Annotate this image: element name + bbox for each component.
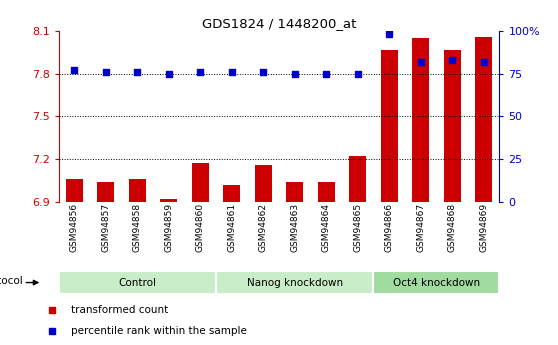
Text: protocol: protocol — [0, 276, 22, 286]
Point — [165, 71, 174, 77]
Bar — [373, 271, 499, 294]
Bar — [349, 156, 367, 202]
Point — [479, 59, 488, 65]
Point — [196, 69, 205, 75]
Point — [290, 71, 299, 77]
Text: Oct4 knockdown: Oct4 knockdown — [393, 278, 480, 287]
Bar — [318, 182, 335, 202]
Bar — [191, 164, 209, 202]
Point — [416, 59, 425, 65]
Bar — [223, 185, 240, 202]
Text: Control: Control — [118, 278, 156, 287]
Point — [322, 71, 331, 77]
Bar — [412, 38, 429, 202]
Bar — [286, 182, 304, 202]
Bar — [129, 179, 146, 202]
Bar — [475, 37, 492, 202]
Bar — [160, 199, 177, 202]
Text: transformed count: transformed count — [70, 305, 168, 315]
Point — [102, 69, 110, 75]
Bar — [66, 179, 83, 202]
Point — [133, 69, 142, 75]
Point — [385, 32, 394, 37]
Title: GDS1824 / 1448200_at: GDS1824 / 1448200_at — [202, 17, 356, 30]
Point — [227, 69, 236, 75]
Point — [259, 69, 268, 75]
Bar — [59, 271, 216, 294]
Point — [353, 71, 362, 77]
Bar — [381, 50, 398, 202]
Text: percentile rank within the sample: percentile rank within the sample — [70, 326, 247, 336]
Bar — [216, 271, 373, 294]
Bar — [97, 182, 114, 202]
Bar — [254, 165, 272, 202]
Bar — [444, 50, 461, 202]
Point — [70, 68, 79, 73]
Text: Nanog knockdown: Nanog knockdown — [247, 278, 343, 287]
Point — [448, 57, 456, 63]
